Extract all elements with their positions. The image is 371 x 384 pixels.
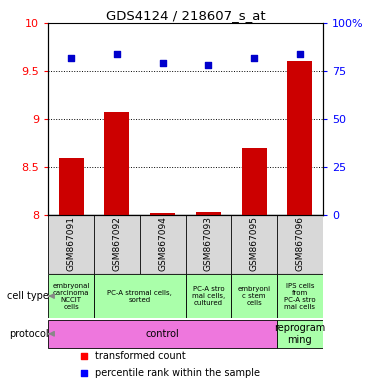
Bar [277,274,323,318]
Point [160,60,165,66]
Text: transformed count: transformed count [95,351,186,361]
Text: GSM867096: GSM867096 [295,216,304,271]
Text: embryonal
carcinoma
NCCIT
cells: embryonal carcinoma NCCIT cells [52,283,90,310]
Text: GSM867092: GSM867092 [112,217,121,271]
Point [297,51,303,57]
Point [81,353,87,359]
Bar [48,274,94,318]
Title: GDS4124 / 218607_s_at: GDS4124 / 218607_s_at [106,9,265,22]
Point [81,370,87,376]
Bar [277,320,323,348]
Bar [94,274,186,318]
Bar [59,158,84,215]
Bar [48,320,277,348]
Text: cell type: cell type [7,291,49,301]
Text: protocol: protocol [9,329,49,339]
Bar [231,215,277,274]
Text: percentile rank within the sample: percentile rank within the sample [95,368,260,378]
Text: control: control [146,329,180,339]
Text: GSM867093: GSM867093 [204,216,213,271]
Bar [104,113,129,215]
Text: embryoni
c stem
cells: embryoni c stem cells [237,286,271,306]
Text: PC-A stromal cells,
sorted: PC-A stromal cells, sorted [107,290,172,303]
Bar [277,215,323,274]
Point [251,55,257,61]
Text: PC-A stro
mal cells,
cultured: PC-A stro mal cells, cultured [192,286,225,306]
Text: GSM867091: GSM867091 [67,216,76,271]
Text: IPS cells
from
PC-A stro
mal cells: IPS cells from PC-A stro mal cells [284,283,316,310]
Text: GSM867094: GSM867094 [158,217,167,271]
Text: GSM867095: GSM867095 [250,216,259,271]
Point [114,51,120,57]
Bar [231,274,277,318]
Bar [94,215,140,274]
Bar [48,215,94,274]
Bar [186,274,231,318]
Bar [196,212,221,215]
Bar [287,61,312,215]
Bar [150,214,175,215]
Bar [186,215,231,274]
Point [206,62,211,68]
Bar [242,148,267,215]
Text: reprogram
ming: reprogram ming [274,323,325,344]
Bar [140,215,186,274]
Point [68,55,74,61]
